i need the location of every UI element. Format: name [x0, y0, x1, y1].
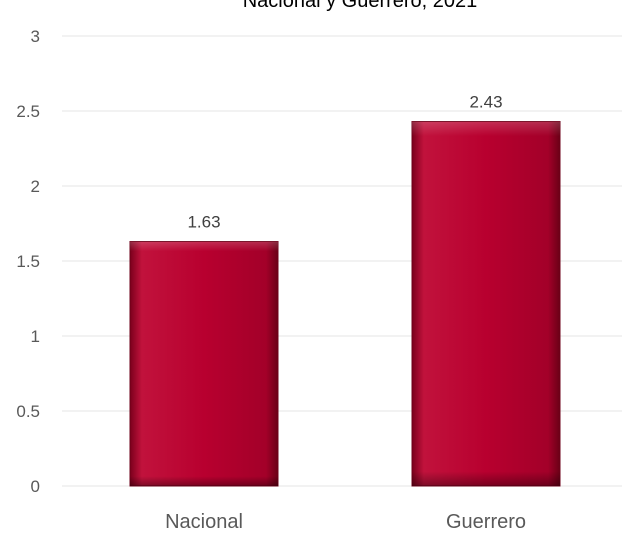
x-category-label: Guerrero: [446, 511, 526, 533]
y-axis-tick-labels: 0 0.5 1 1.5 2 2.5 3: [16, 27, 40, 496]
bar-bevel-shade: [130, 241, 278, 486]
x-category-label: Nacional: [165, 511, 243, 533]
data-labels: 1.63 2.43: [187, 93, 502, 232]
y-tick-label: 0.5: [16, 402, 40, 421]
y-tick-label: 2: [31, 177, 40, 196]
bar-bevel-shade: [412, 121, 560, 486]
bars: [129, 121, 561, 487]
y-tick-label: 0: [31, 477, 40, 496]
data-label: 1.63: [187, 213, 220, 232]
x-axis-category-labels: Nacional Guerrero: [165, 511, 526, 533]
y-tick-label: 3: [31, 27, 40, 46]
y-tick-label: 1: [31, 327, 40, 346]
y-tick-label: 1.5: [16, 252, 40, 271]
chart-title: Nacional y Guerrero, 2021: [243, 0, 478, 12]
y-tick-label: 2.5: [16, 102, 40, 121]
data-label: 2.43: [469, 93, 502, 112]
